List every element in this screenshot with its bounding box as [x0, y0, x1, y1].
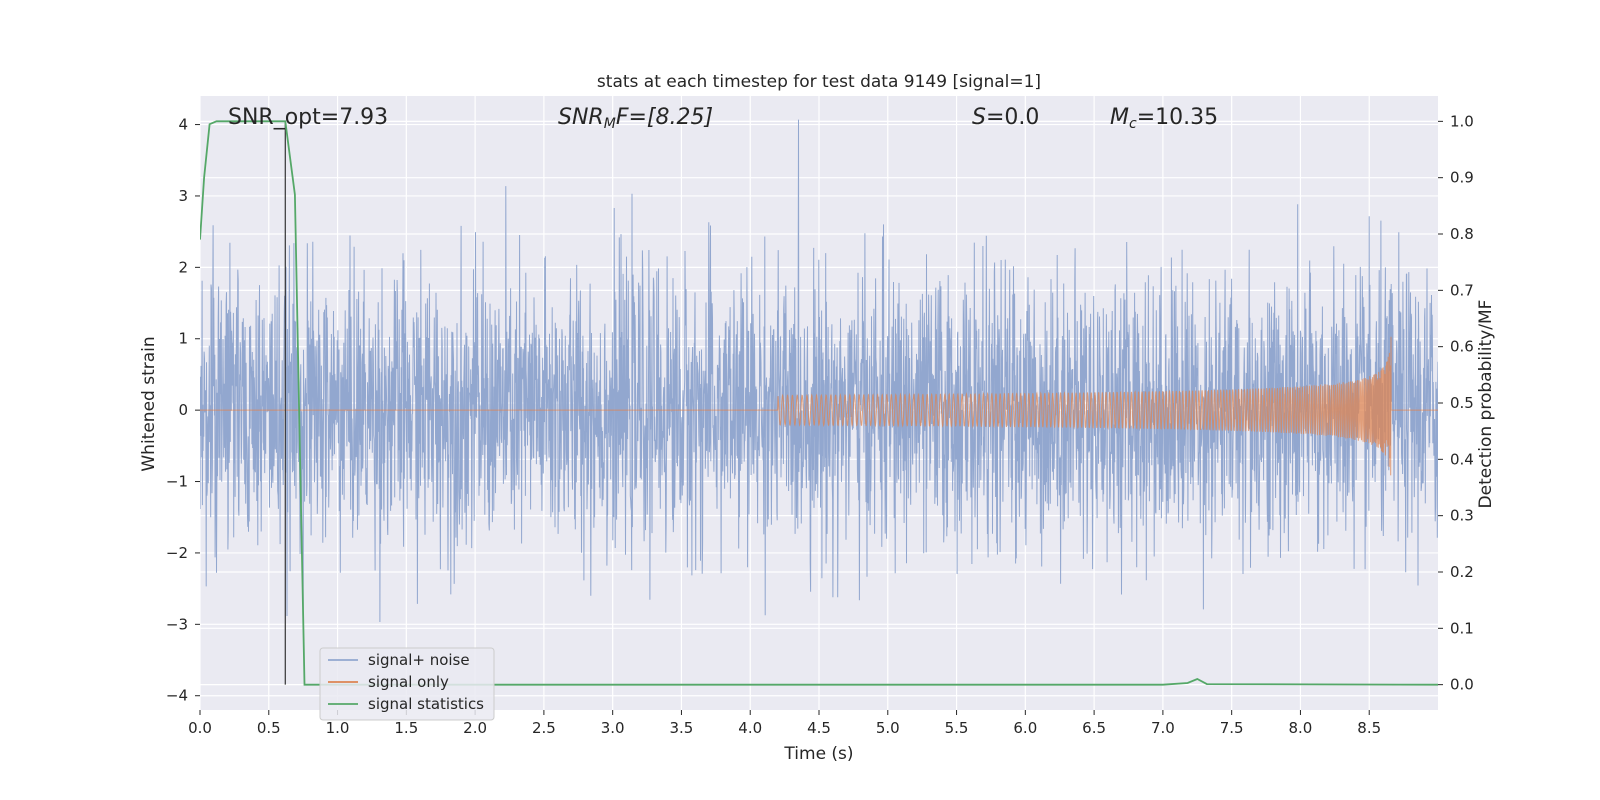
x-tick-label: 3.0: [601, 719, 625, 737]
annotation-mc: Mc=10.35: [1110, 105, 1218, 132]
series-signal-only: [200, 336, 1438, 476]
annotation-snr-mf-name: SNR: [558, 105, 604, 130]
x-axis-ticks: 0.0 0.5 1.0 1.5 2.0 2.5 3.0 3.5 4.0 4.5 5.0 5.5 6.0 6…: [188, 710, 1381, 737]
annotation-mc-sub: c: [1129, 116, 1137, 132]
x-tick-label: 1.0: [326, 719, 350, 737]
y-right-axis-label: Detection probability/MF: [1476, 300, 1496, 509]
y-right-tick-label: 0.0: [1450, 676, 1474, 694]
legend-label-signal-statistics: signal statistics: [368, 695, 484, 713]
x-tick-label: 7.5: [1220, 719, 1244, 737]
y-tick-label: −2: [166, 544, 188, 562]
x-tick-label: 5.0: [876, 719, 900, 737]
annotation-s-value: =0.0: [986, 105, 1039, 130]
x-tick-label: 2.0: [463, 719, 487, 737]
annotation-snr-opt: SNR_opt=7.93: [228, 105, 388, 130]
y-tick-label: −4: [166, 687, 188, 705]
annotation-mc-name: M: [1110, 105, 1129, 130]
annotation-snr-mf-tail: F=[8.25]: [616, 105, 713, 130]
y-tick-label: −1: [166, 473, 188, 491]
y-tick-label: 1: [178, 330, 188, 348]
x-tick-label: 0.5: [257, 719, 281, 737]
legend-label-signal-noise: signal+ noise: [368, 651, 470, 669]
y-tick-label: 2: [178, 258, 188, 276]
x-tick-label: 8.0: [1289, 719, 1313, 737]
y-axis-ticks: 4 3 2 1 0 −1 −2 −3 −4: [166, 116, 200, 705]
y-right-axis-ticks: 1.0 0.9 0.8 0.7 0.6 0.5 0.4 0.3 0.2 0.1 0.0: [1438, 112, 1474, 694]
x-tick-label: 0.0: [188, 719, 212, 737]
x-tick-label: 8.5: [1357, 719, 1381, 737]
y-tick-label: −3: [166, 615, 188, 633]
legend-label-signal-only: signal only: [368, 673, 449, 691]
y-right-tick-label: 0.2: [1450, 563, 1474, 581]
annotation-mc-value: =10.35: [1137, 105, 1218, 130]
annotation-s-name: S: [972, 105, 986, 130]
annotation-snr-mf: SNRMF=[8.25]: [558, 105, 713, 132]
x-tick-label: 1.5: [394, 719, 418, 737]
y-right-tick-label: 0.8: [1450, 225, 1474, 243]
series-signal-statistics: [200, 120, 1438, 686]
annotation-s: S=0.0: [972, 105, 1039, 130]
y-right-tick-label: 0.6: [1450, 338, 1474, 356]
x-tick-label: 4.0: [738, 719, 762, 737]
legend: signal+ noise signal only signal statist…: [319, 647, 495, 721]
series-signal-noise: [200, 119, 1438, 623]
x-tick-label: 5.5: [945, 719, 969, 737]
y-axis-label: Whitened strain: [139, 336, 159, 471]
y-right-tick-label: 1.0: [1450, 112, 1474, 130]
x-tick-label: 6.5: [1082, 719, 1106, 737]
x-tick-label: 2.5: [532, 719, 556, 737]
y-tick-label: 0: [178, 401, 188, 419]
x-tick-label: 4.5: [807, 719, 831, 737]
x-axis-label: Time (s): [783, 744, 853, 764]
x-tick-label: 3.5: [670, 719, 694, 737]
y-tick-label: 4: [178, 116, 188, 134]
x-tick-label: 7.0: [1151, 719, 1175, 737]
y-right-tick-label: 0.5: [1450, 394, 1474, 412]
y-right-tick-label: 0.9: [1450, 169, 1474, 187]
y-tick-label: 3: [178, 187, 188, 205]
annotation-snr-mf-sub: M: [604, 116, 616, 132]
y-right-tick-label: 0.4: [1450, 450, 1474, 468]
chart-title: stats at each timestep for test data 914…: [597, 72, 1041, 92]
y-right-tick-label: 0.3: [1450, 507, 1474, 525]
y-right-tick-label: 0.1: [1450, 619, 1474, 637]
legend-box: [319, 647, 495, 721]
y-right-tick-label: 0.7: [1450, 281, 1474, 299]
x-tick-label: 6.0: [1013, 719, 1037, 737]
